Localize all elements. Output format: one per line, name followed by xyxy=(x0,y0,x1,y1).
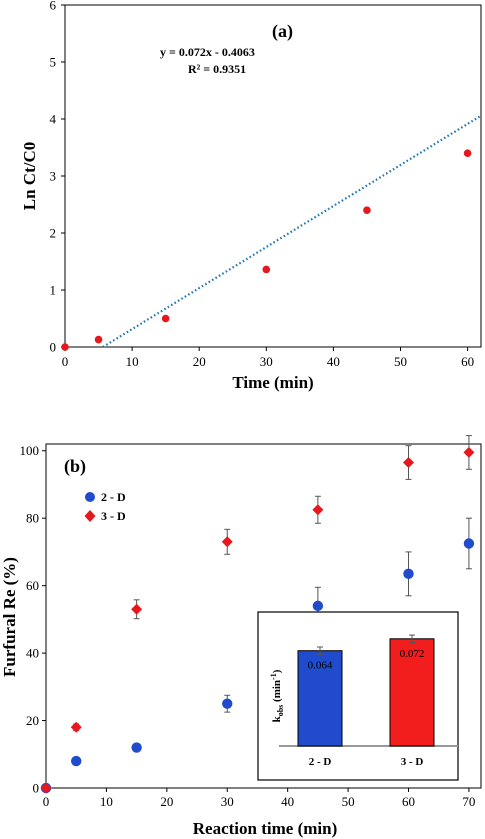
data-point-3d xyxy=(70,721,82,733)
chart-b-x-tick-label: 50 xyxy=(342,794,355,809)
chart-b-legend: 2 - D 3 - D xyxy=(84,490,126,523)
chart-b-x-tick-label: 20 xyxy=(160,794,173,809)
inset-x-tick-label-2d: 2 - D xyxy=(309,756,332,768)
data-point-2d xyxy=(403,568,414,580)
chart-a-data-point xyxy=(463,149,472,157)
chart-a-y-tick-label: 1 xyxy=(50,283,57,298)
inset-bar-3d xyxy=(389,638,435,747)
chart-a-y-tick-label: 0 xyxy=(50,340,57,355)
chart-b-x-axis-title: Reaction time (min) xyxy=(193,819,337,838)
chart-a-r-squared: R² = 0.9351 xyxy=(188,62,246,76)
chart-b-x-tick-label: 60 xyxy=(402,794,415,809)
chart-b-x-tick-label: 30 xyxy=(221,794,234,809)
chart-a-x-tick-label: 40 xyxy=(327,354,340,369)
data-point-2d xyxy=(222,698,233,709)
data-point-2d xyxy=(463,538,475,549)
inset-bar-2d xyxy=(297,650,343,747)
chart-a-y-tick-label: 6 xyxy=(50,0,57,13)
legend-marker-2d xyxy=(85,492,95,502)
chart-a-y-tick-label: 4 xyxy=(50,112,57,127)
data-point-3d xyxy=(40,782,52,794)
chart-b-y-tick-label: 80 xyxy=(26,511,39,526)
chart-b-y-tick-label: 60 xyxy=(26,578,39,593)
chart-b: 0 20 40 60 80 100 0 10 20 30 40 50 60 70 (b) 2 - D 3… xyxy=(0,435,482,838)
chart-a-panel-label: (a) xyxy=(272,21,293,42)
chart-a-trendline xyxy=(102,114,482,348)
chart-b-panel-label: (b) xyxy=(64,456,86,477)
inset-x-tick-label-3d: 3 - D xyxy=(401,756,424,768)
inset-bar-value-label-2d: 0.064 xyxy=(308,660,333,672)
chart-b-y-tick-label: 20 xyxy=(26,713,39,728)
chart-a-data-point xyxy=(61,343,69,351)
legend-marker-3d xyxy=(84,510,96,522)
legend-label-3d: 3 - D xyxy=(101,509,126,523)
data-point-3d xyxy=(463,446,475,458)
chart-a-x-axis-title: Time (min) xyxy=(232,373,313,392)
chart-a-x-tick-label: 10 xyxy=(126,354,139,369)
legend-label-2d: 2 - D xyxy=(101,490,126,504)
chart-a-y-axis-title: Ln Ct/C0 xyxy=(20,142,39,210)
chart-a-plot-frame xyxy=(64,4,482,348)
chart-a-y-tick-label: 2 xyxy=(50,226,57,241)
inset-y-axis-title: kobs (min-1) xyxy=(269,669,285,722)
chart-a-x-tick-label: 0 xyxy=(62,354,69,369)
chart-a-x-tick-label: 30 xyxy=(260,354,273,369)
data-point-3d xyxy=(221,536,233,548)
data-point-3d xyxy=(131,603,143,615)
chart-a-x-tick-label: 50 xyxy=(394,354,407,369)
data-point-2d xyxy=(312,600,324,612)
chart-a-data-point xyxy=(161,314,170,323)
inset-bar-value-label-3d: 0.072 xyxy=(400,648,425,660)
chart-a-y-tick-label: 5 xyxy=(50,55,57,70)
chart-b-x-tick-label: 70 xyxy=(462,794,475,809)
chart-a-data-point xyxy=(94,335,103,344)
data-point-2d xyxy=(131,742,142,753)
chart-b-y-tick-label: 0 xyxy=(33,781,40,796)
chart-a-data-point xyxy=(262,265,271,274)
chart-b-y-tick-label: 40 xyxy=(26,646,39,661)
chart-a-y-tick-label: 3 xyxy=(50,169,57,184)
chart-b-x-tick-label: 0 xyxy=(43,794,50,809)
chart-a-x-tick-label: 60 xyxy=(461,354,474,369)
chart-b-y-tick-label: 100 xyxy=(20,443,40,458)
data-point-3d xyxy=(403,457,414,469)
chart-a-data-point xyxy=(363,206,371,214)
data-point-3d xyxy=(312,504,324,516)
chart-a-equation: y = 0.072x - 0.4063 xyxy=(160,45,255,59)
chart-b-y-axis-title: Furfural Re (%) xyxy=(0,557,19,677)
chart-b-x-tick-label: 40 xyxy=(281,794,294,809)
inset-bar-chart: 0.064 0.072 kobs (min-1) 2 - D 3 - D xyxy=(257,611,459,781)
chart-a-x-tick-label: 20 xyxy=(193,354,206,369)
data-point-2d xyxy=(71,755,82,767)
chart-a: 0 1 2 3 4 5 6 0 10 20 30 40 50 60 (a) y = 0.072x - 0… xyxy=(20,0,482,392)
chart-b-x-tick-label: 10 xyxy=(100,794,113,809)
